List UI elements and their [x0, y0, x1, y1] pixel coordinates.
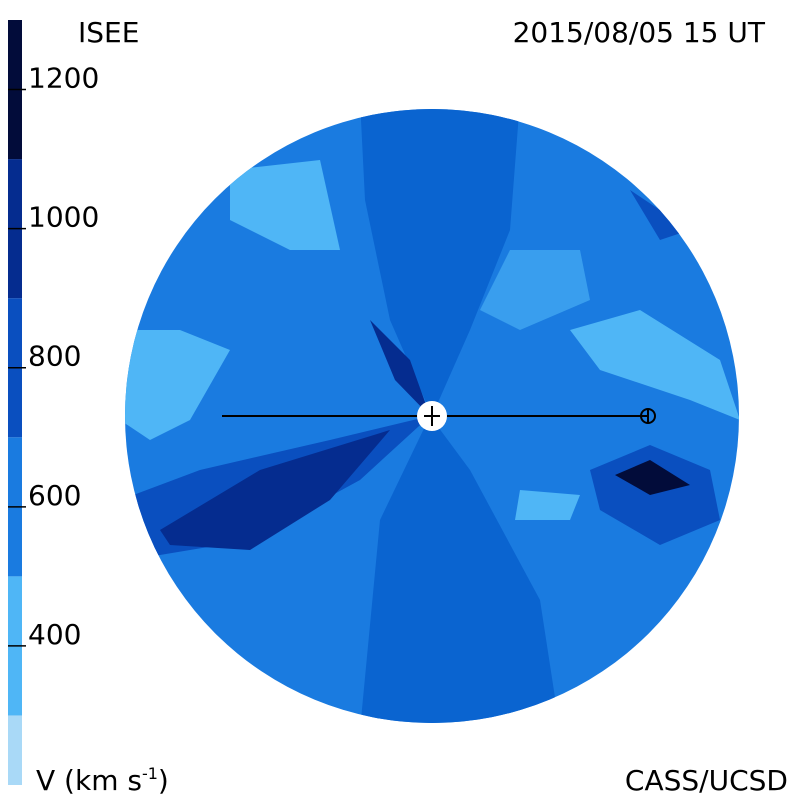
colorbar-tick-label: 800: [28, 340, 81, 373]
colorbar: 400 600 800 1000 1200: [8, 20, 99, 785]
contour: [515, 490, 580, 520]
contour: [360, 416, 560, 723]
unit-text: V (km s: [36, 764, 142, 797]
unit-label: V (km s-1): [36, 764, 169, 797]
date: 2015/08/05 15 UT: [513, 16, 766, 49]
contour: [160, 430, 390, 550]
contour: [615, 460, 690, 495]
colorbar-tick-label: 1000: [28, 201, 99, 234]
colorbar-tick-label: 1200: [28, 62, 99, 95]
contour: [230, 160, 340, 250]
unit-close: ): [158, 764, 169, 797]
credit: CASS/UCSD: [625, 764, 788, 797]
contour: [590, 445, 720, 545]
colorbar-tick-label: 600: [28, 479, 81, 512]
instrument: ISEE: [78, 16, 139, 49]
contour: [570, 310, 739, 420]
contour: [370, 320, 430, 416]
contour: [125, 330, 230, 440]
contour: [480, 250, 590, 330]
unit-superscript: -1: [142, 764, 158, 783]
contour: [360, 109, 520, 416]
colorbar-band: [8, 715, 22, 785]
colorbar-tick-label: 400: [28, 618, 81, 651]
